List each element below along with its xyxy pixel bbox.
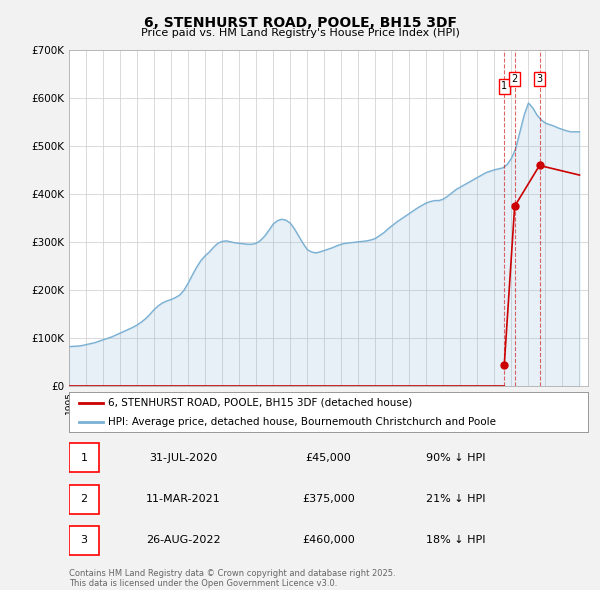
Text: 6, STENHURST ROAD, POOLE, BH15 3DF (detached house): 6, STENHURST ROAD, POOLE, BH15 3DF (deta… [108, 398, 412, 408]
Text: Price paid vs. HM Land Registry's House Price Index (HPI): Price paid vs. HM Land Registry's House … [140, 28, 460, 38]
FancyBboxPatch shape [69, 484, 99, 514]
Text: 90% ↓ HPI: 90% ↓ HPI [426, 453, 485, 463]
Text: 3: 3 [80, 536, 88, 545]
Text: HPI: Average price, detached house, Bournemouth Christchurch and Poole: HPI: Average price, detached house, Bour… [108, 417, 496, 427]
Text: 6, STENHURST ROAD, POOLE, BH15 3DF: 6, STENHURST ROAD, POOLE, BH15 3DF [143, 16, 457, 30]
Text: 11-MAR-2021: 11-MAR-2021 [146, 494, 221, 504]
Text: £460,000: £460,000 [302, 536, 355, 545]
FancyBboxPatch shape [69, 443, 99, 473]
Text: 2: 2 [512, 74, 518, 84]
Text: £45,000: £45,000 [305, 453, 352, 463]
Text: 31-JUL-2020: 31-JUL-2020 [149, 453, 217, 463]
Text: 1: 1 [501, 81, 508, 91]
Text: 18% ↓ HPI: 18% ↓ HPI [426, 536, 485, 545]
Text: 2: 2 [80, 494, 88, 504]
Text: 3: 3 [536, 74, 542, 84]
Text: 26-AUG-2022: 26-AUG-2022 [146, 536, 220, 545]
Text: £375,000: £375,000 [302, 494, 355, 504]
Text: 21% ↓ HPI: 21% ↓ HPI [426, 494, 485, 504]
Text: Contains HM Land Registry data © Crown copyright and database right 2025.
This d: Contains HM Land Registry data © Crown c… [69, 569, 395, 588]
Text: 1: 1 [80, 453, 88, 463]
FancyBboxPatch shape [69, 526, 99, 555]
